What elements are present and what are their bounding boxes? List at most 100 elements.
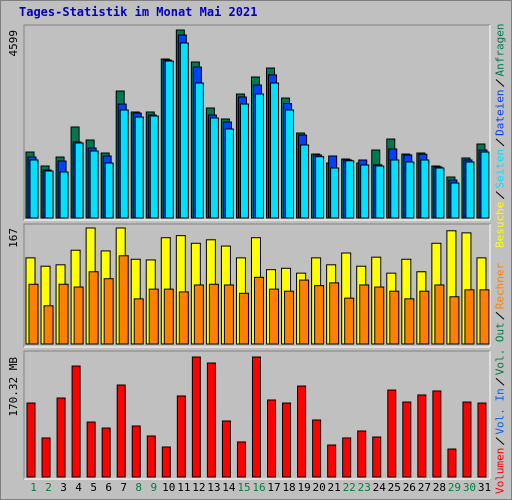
bar xyxy=(193,284,204,345)
bar xyxy=(479,289,490,345)
bar xyxy=(116,384,126,478)
x-tick-label: 20 xyxy=(313,481,326,494)
bar xyxy=(89,150,99,219)
legend-separator xyxy=(495,377,505,386)
bar xyxy=(134,116,144,219)
y-tick-label: 167 xyxy=(7,228,20,248)
bar xyxy=(209,117,219,219)
bar xyxy=(178,291,189,345)
legend-label: Vol. Out xyxy=(494,322,507,375)
bar xyxy=(223,284,234,345)
x-tick-label: 13 xyxy=(207,481,220,494)
bar xyxy=(420,159,430,219)
bar xyxy=(312,419,322,478)
bar xyxy=(88,271,99,345)
bar xyxy=(224,128,234,219)
bar xyxy=(56,397,66,478)
bar xyxy=(146,435,156,478)
bar xyxy=(148,288,159,345)
bar xyxy=(163,288,174,345)
x-tick-label: 12 xyxy=(192,481,205,494)
bar xyxy=(465,161,475,219)
bar xyxy=(58,283,69,345)
bar xyxy=(374,286,385,345)
x-tick-label: 28 xyxy=(433,481,446,494)
bar xyxy=(239,103,249,219)
bar xyxy=(29,159,39,219)
bar xyxy=(269,288,280,345)
bar xyxy=(342,437,352,478)
bar xyxy=(434,284,445,345)
bar xyxy=(149,115,159,219)
bar xyxy=(253,276,264,345)
bar xyxy=(462,401,472,478)
bar xyxy=(267,399,277,478)
bar xyxy=(118,255,129,345)
bar xyxy=(360,164,370,219)
legend-label: Dateien xyxy=(494,90,507,136)
x-tick-label: 27 xyxy=(418,481,431,494)
bar xyxy=(73,286,84,345)
bar xyxy=(282,402,292,478)
x-tick-label: 10 xyxy=(162,481,175,494)
legend-separator xyxy=(495,437,505,446)
bar xyxy=(477,402,487,478)
x-tick-label: 6 xyxy=(105,481,112,494)
bar xyxy=(26,402,36,478)
bar xyxy=(131,425,141,478)
x-tick-label: 9 xyxy=(150,481,157,494)
bar xyxy=(251,356,261,478)
bar xyxy=(327,444,337,478)
x-tick-label: 22 xyxy=(343,481,356,494)
bar xyxy=(389,290,400,345)
bar xyxy=(133,298,144,345)
bar xyxy=(164,60,174,219)
bar xyxy=(449,296,460,345)
bar xyxy=(330,167,340,219)
x-tick-label: 16 xyxy=(252,481,265,494)
legend-separator xyxy=(495,138,505,147)
bar xyxy=(435,167,445,219)
bar xyxy=(179,42,189,219)
bar xyxy=(299,279,310,345)
bar xyxy=(450,182,460,219)
x-tick-label: 14 xyxy=(222,481,236,494)
bar xyxy=(161,446,171,478)
x-tick-label: 23 xyxy=(358,481,371,494)
bar xyxy=(432,390,442,478)
x-tick-label: 15 xyxy=(237,481,250,494)
x-tick-label: 26 xyxy=(403,481,416,494)
bar xyxy=(344,297,355,345)
y-tick-label: 4599 xyxy=(7,30,20,57)
bar xyxy=(405,161,415,219)
bar xyxy=(447,448,457,478)
bar xyxy=(176,395,186,478)
x-tick-label: 24 xyxy=(373,481,387,494)
y-tick-label: 170.32 MB xyxy=(7,357,20,417)
bar xyxy=(329,282,340,345)
x-tick-label: 4 xyxy=(75,481,82,494)
x-tick-label: 2 xyxy=(45,481,52,494)
chart-title: Tages-Statistik im Monat Mai 2021 xyxy=(19,5,257,19)
bar xyxy=(375,165,385,219)
legend-separator xyxy=(495,311,505,320)
bar xyxy=(208,283,219,345)
legend-separator xyxy=(495,79,505,87)
legend-label: Besuche xyxy=(494,202,507,248)
bar xyxy=(402,401,412,478)
bar xyxy=(103,278,114,345)
bar xyxy=(297,385,307,478)
bar xyxy=(104,162,114,219)
legend-label: Seiten xyxy=(494,149,507,189)
bar xyxy=(206,362,216,478)
bar xyxy=(236,441,246,478)
bar xyxy=(221,420,231,478)
x-tick-label: 21 xyxy=(328,481,341,494)
bar xyxy=(191,356,201,478)
x-tick-label: 31 xyxy=(478,481,491,494)
x-tick-label: 3 xyxy=(60,481,67,494)
legend-label: Anfragen xyxy=(494,24,507,77)
bar xyxy=(390,159,400,219)
